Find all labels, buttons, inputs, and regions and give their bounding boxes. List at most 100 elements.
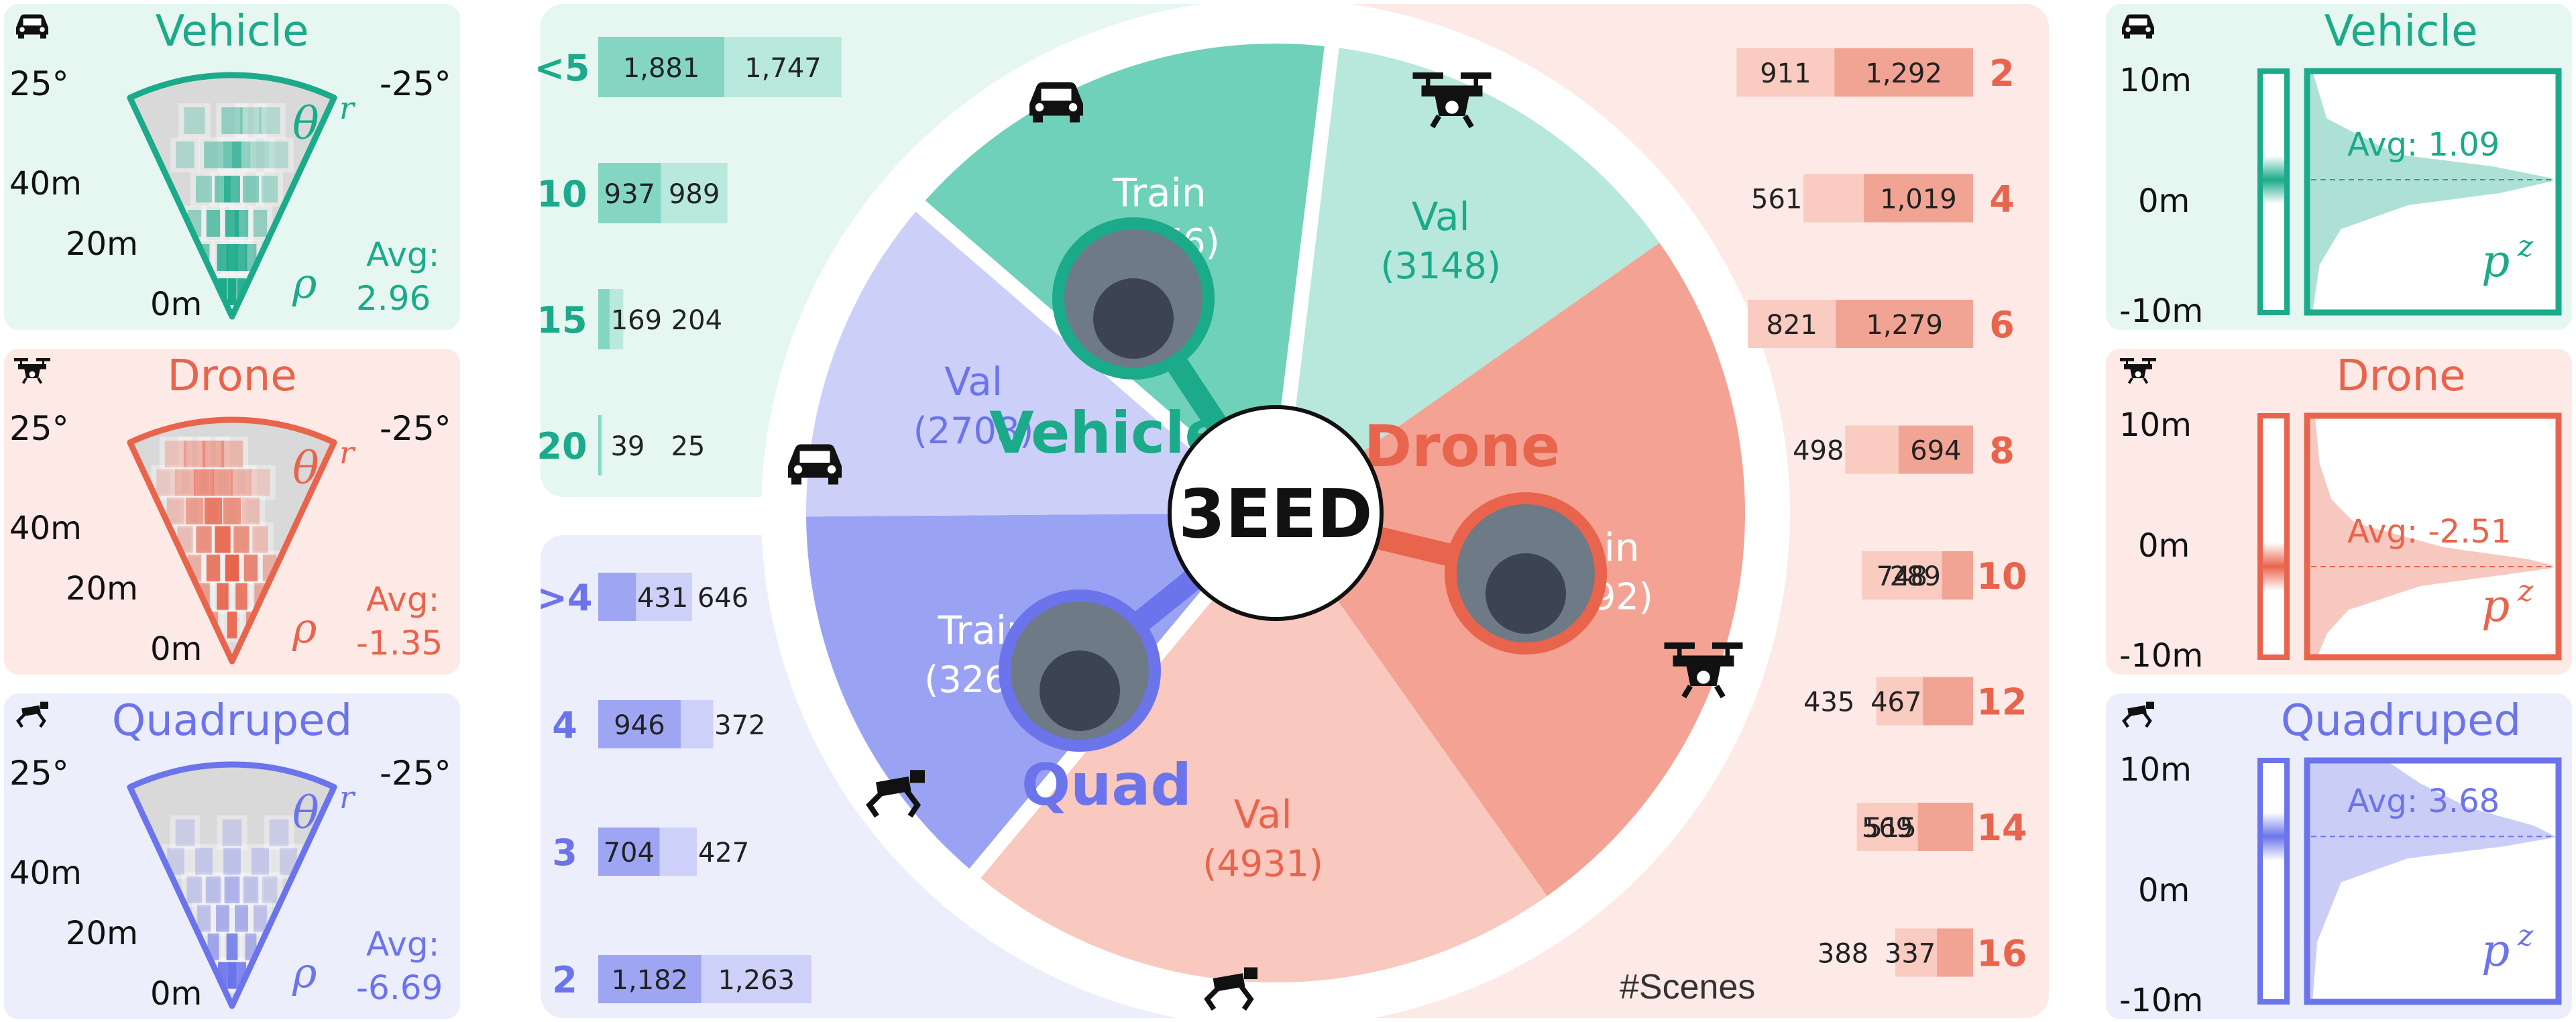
- range-0m: 0m: [150, 630, 203, 668]
- tick-0m: 0m: [2138, 182, 2190, 220]
- heat-cell: [240, 107, 262, 134]
- avg-value: 2.96: [356, 279, 431, 318]
- car-icon: [12, 9, 52, 42]
- bar-segment-a: [598, 289, 610, 349]
- photo-subject: [1093, 278, 1174, 359]
- range-40m: 40m: [9, 510, 82, 547]
- car-icon: [2122, 14, 2154, 39]
- tick-neg10m: -10m: [2119, 982, 2204, 1019]
- avg-label: Avg:: [366, 235, 440, 274]
- bar-category: 15: [537, 299, 587, 341]
- slice-label: Train: [1112, 170, 1206, 215]
- tick-0m: 0m: [2138, 527, 2190, 565]
- quadruped-icon: [12, 699, 52, 732]
- slice-value: (4931): [1202, 843, 1323, 885]
- density-box: [2304, 68, 2562, 316]
- bar-value-a: 39: [610, 431, 645, 462]
- heat-cell: [213, 469, 233, 496]
- bar-segment-b: [1862, 551, 1942, 600]
- density-curve: [2310, 759, 2557, 1003]
- heat-halo: [190, 172, 217, 207]
- bar-value-b: 435: [1803, 687, 1854, 718]
- fan-plot: [127, 72, 337, 320]
- theta-label: θ: [292, 443, 319, 494]
- center-label: 3EED: [1178, 475, 1372, 553]
- heat-halo: [235, 103, 267, 138]
- car-icon: [1023, 74, 1090, 127]
- avg-label: Avg: 3.68: [2347, 783, 2500, 821]
- angle-right-label: -25°: [380, 64, 451, 103]
- bar-value-a: 694: [1910, 436, 1961, 467]
- heat-cell: [176, 141, 194, 168]
- heat-cell: [206, 555, 221, 581]
- heat-cell: [251, 141, 270, 168]
- heat-halo: [247, 522, 274, 557]
- bar-segment-b: [1748, 300, 1836, 348]
- range-0m: 0m: [150, 286, 203, 323]
- bar-value-b: 911: [1760, 58, 1811, 89]
- heat-cell: [156, 469, 176, 496]
- theta-label: θ: [292, 98, 319, 150]
- bar-segment-a: [1836, 300, 1973, 348]
- heat-cell: [250, 469, 270, 496]
- bar-segment-b: [724, 37, 842, 97]
- heat-halo: [245, 465, 276, 500]
- panel-title: Vehicle: [2324, 7, 2478, 56]
- heat-cell: [259, 107, 280, 134]
- heat-cell: [224, 176, 240, 203]
- car-icon: [781, 436, 848, 489]
- angle-left-label: 25°: [9, 64, 69, 103]
- bar-segment-b: [1803, 174, 1864, 223]
- heat-halo: [218, 844, 246, 879]
- range-20m: 20m: [66, 225, 138, 263]
- bar-category: 2: [552, 959, 577, 1001]
- heat-halo: [216, 103, 248, 138]
- height-plot: [2257, 68, 2562, 316]
- bar-category: 14: [1976, 807, 2027, 849]
- bar-category: 16: [1976, 933, 2027, 975]
- quad-fan-panel: Quadruped 25° -25° θ r ρ 40m 20m 0m Avg: -6.69: [4, 693, 460, 1019]
- bar-segment-a: [1937, 928, 1973, 977]
- height-plot: [2257, 412, 2562, 661]
- angle-left-label: 25°: [9, 409, 69, 448]
- bar-segment-b: [661, 163, 728, 223]
- bar-segment-a: [1863, 174, 1973, 223]
- vehicle-height-panel: Vehicle 10m 0m -10m Avg: 1.09 p z: [2106, 4, 2572, 330]
- heat-cell: [216, 905, 229, 932]
- heat-cell: [183, 441, 206, 467]
- density-box: [2304, 412, 2562, 661]
- heat-cell: [235, 905, 248, 932]
- heat-cell: [186, 876, 203, 903]
- drone-height-panel: Drone 10m 0m -10m Avg: -2.51 p z: [2106, 349, 2572, 675]
- bar-value-a: 169: [611, 305, 662, 336]
- slice-label: Val: [1412, 194, 1470, 239]
- p-sup-label: z: [2518, 919, 2534, 953]
- heat-halo: [200, 872, 227, 907]
- heat-cell: [196, 526, 212, 553]
- bar-value-a: 946: [614, 710, 665, 741]
- panel-title: Drone: [167, 351, 297, 401]
- scenes-label: #Scenes: [1620, 968, 1756, 1007]
- heat-cell: [204, 498, 223, 524]
- bar-segment-a: [598, 163, 661, 223]
- bar-value-b: 427: [698, 838, 749, 868]
- bar-value-a: 1,182: [612, 965, 689, 996]
- heat-halo: [264, 815, 294, 850]
- heat-cell: [224, 876, 240, 903]
- heat-halo: [211, 901, 235, 936]
- bar-category: <5: [535, 47, 590, 89]
- bar-segment-a: [598, 955, 702, 1003]
- heat-halo: [215, 437, 249, 471]
- bar-segment-b: [1856, 803, 1918, 851]
- bar-segment-b: [659, 828, 697, 876]
- heat-cell: [164, 441, 187, 467]
- center-badge: [1168, 405, 1384, 621]
- heat-cell: [202, 441, 225, 467]
- heat-cell: [166, 498, 185, 524]
- avg-label: Avg:: [366, 925, 440, 964]
- angle-left-label: 25°: [9, 754, 69, 793]
- bar-category: 2: [1989, 52, 2015, 95]
- drone-icon: [1412, 72, 1492, 129]
- heat-cell: [232, 141, 251, 168]
- heat-halo: [178, 437, 211, 471]
